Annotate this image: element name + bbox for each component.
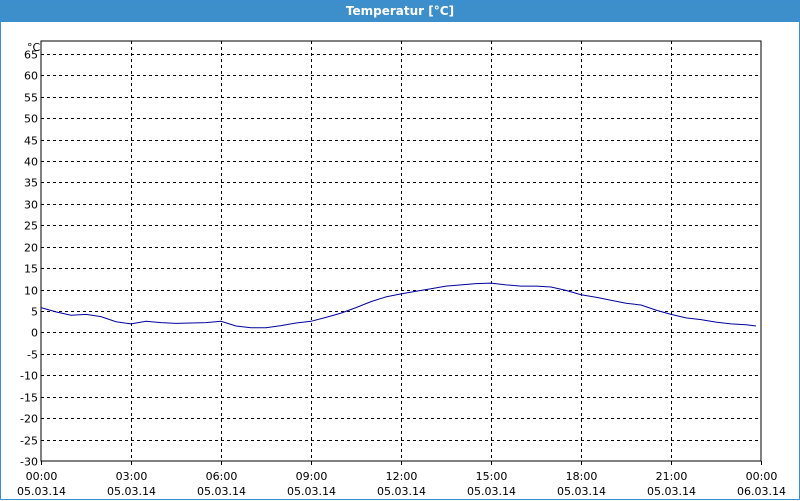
y-tick-label: -25 [20, 435, 38, 448]
x-tick-time-label: 21:00 [656, 470, 688, 483]
y-tick-label: 45 [24, 135, 38, 148]
x-tick-date-label: 05.03.14 [467, 485, 516, 498]
y-tick-label: 35 [24, 177, 38, 190]
x-tick-time-label: 09:00 [296, 470, 328, 483]
y-tick-label: 50 [24, 113, 38, 126]
y-tick-label: -5 [27, 349, 38, 362]
x-tick-time-label: 18:00 [566, 470, 598, 483]
y-tick-label: 65 [24, 49, 38, 62]
y-tick-label: 0 [31, 327, 38, 340]
y-tick-label: -30 [20, 456, 38, 469]
x-tick-date-label: 05.03.14 [17, 485, 66, 498]
x-tick-time-label: 00:00 [26, 470, 58, 483]
y-tick-label: 30 [24, 199, 38, 212]
x-tick-time-label: 03:00 [116, 470, 148, 483]
y-tick-label: -10 [20, 370, 38, 383]
x-tick-date-label: 05.03.14 [197, 485, 246, 498]
x-tick-date-label: 05.03.14 [107, 485, 156, 498]
y-tick-label: 40 [24, 156, 38, 169]
y-tick-label: 55 [24, 92, 38, 105]
x-tick-date-label: 05.03.14 [647, 485, 696, 498]
temperature-series-line [40, 282, 757, 329]
x-tick-date-label: 05.03.14 [377, 485, 426, 498]
window-title: Temperatur [°C] [1, 1, 799, 22]
x-tick-date-label: 06.03.14 [737, 485, 786, 498]
y-tick-label: -20 [20, 413, 38, 426]
x-tick-time-label: 00:00 [746, 470, 778, 483]
y-tick-label: -15 [20, 392, 38, 405]
x-tick-date-label: 05.03.14 [557, 485, 606, 498]
y-tick-label: 60 [24, 70, 38, 83]
y-tick-label: 20 [24, 242, 38, 255]
y-tick-label: 5 [31, 306, 38, 319]
x-tick-date-label: 05.03.14 [287, 485, 336, 498]
y-tick-label: 15 [24, 263, 38, 276]
x-tick-time-label: 06:00 [206, 470, 238, 483]
y-tick-label: 25 [24, 220, 38, 233]
y-axis-unit-label: °C [27, 41, 41, 54]
x-tick-time-label: 15:00 [476, 470, 508, 483]
x-tick-time-label: 12:00 [386, 470, 418, 483]
y-tick-label: 10 [24, 285, 38, 298]
